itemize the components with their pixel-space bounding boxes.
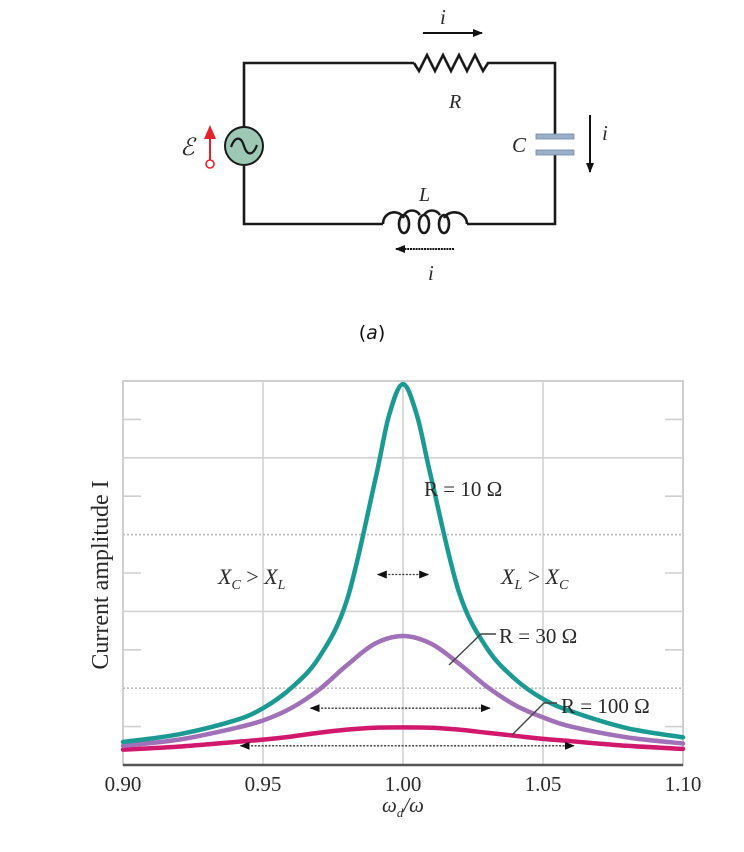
- x-tick-label: 1.00: [385, 772, 422, 796]
- label-r30: R = 30 Ω: [499, 624, 577, 648]
- caption-letter: a: [366, 322, 378, 344]
- x-tick-label: 1.05: [525, 772, 562, 796]
- x-tick-label: 1.10: [665, 772, 702, 796]
- inductor-symbol: [381, 209, 469, 235]
- emf-label: ℰ: [180, 135, 197, 161]
- curve-100-ohm: [120, 725, 686, 752]
- label-xl-gt-xc: XL > XC: [500, 564, 569, 593]
- half-width-arrows: [239, 570, 575, 750]
- x-tick-label: 0.90: [105, 772, 142, 796]
- circuit-wires: [242, 61, 557, 226]
- label-r100: R = 100 Ω: [561, 694, 650, 718]
- curve-30-ohm: [120, 633, 686, 749]
- resistor-symbol: [412, 52, 493, 74]
- inductor-label: L: [418, 184, 430, 206]
- x-axis-title: ωd/ω: [382, 793, 424, 820]
- chart-curves: [120, 381, 686, 752]
- emf-arrow-icon: [204, 125, 216, 169]
- leader-r30: [448, 633, 496, 666]
- capacitor-symbol: [535, 133, 575, 156]
- x-tick-label: 0.95: [245, 772, 282, 796]
- curve-10-ohm: [120, 381, 686, 745]
- resonance-chart: R = 10 Ω R = 30 Ω R = 100 Ω XC > XL XL >…: [88, 380, 702, 820]
- caption-close: ): [377, 322, 386, 344]
- label-r10: R = 10 Ω: [424, 477, 502, 501]
- current-label-bottom: i: [428, 261, 434, 285]
- label-xc-gt-xl: XC > XL: [217, 564, 286, 593]
- sine-wave-icon: [229, 137, 259, 155]
- capacitor-label: C: [512, 133, 527, 157]
- current-label-top: i: [440, 5, 446, 29]
- figure-caption: (a): [0, 322, 744, 344]
- current-label-right: i: [602, 121, 608, 145]
- x-tick-labels: 0.90 0.95 1.00 1.05 1.10: [105, 772, 702, 796]
- caption-open: (: [358, 322, 367, 344]
- rlc-circuit: ℰ R C L i i i: [180, 5, 608, 285]
- ac-source: [224, 126, 264, 166]
- resistor-label: R: [448, 91, 461, 113]
- leader-r100: [511, 702, 557, 736]
- y-axis-title: Current amplitude I: [88, 480, 114, 669]
